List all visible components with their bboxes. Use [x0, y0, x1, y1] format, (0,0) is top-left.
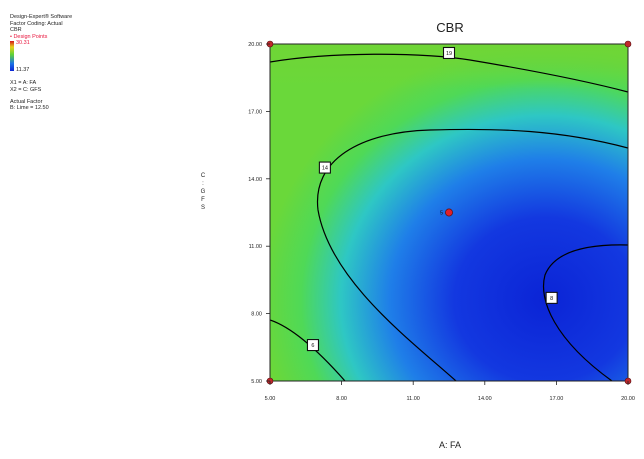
design-point-marker — [545, 291, 558, 304]
x-tick-label: 8.00 — [336, 396, 347, 402]
plot-frame — [269, 43, 629, 382]
contour-line-top — [270, 53, 628, 93]
colorbar-high-label: 30.31 — [16, 40, 30, 47]
chart-title: CBR — [436, 20, 464, 35]
y-axis-label-char: F — [201, 197, 205, 203]
legend-line-response: CBR — [10, 27, 22, 34]
design-point-label: 6 — [311, 343, 314, 349]
y-axis-label-char: : — [202, 181, 204, 187]
x-tick-label: 14.00 — [478, 396, 492, 402]
design-points: 19 14 8 6 5 — [306, 46, 558, 352]
center-point-marker — [445, 208, 453, 217]
y-tick-label: 14.00 — [248, 177, 262, 183]
design-point-marker — [442, 46, 456, 60]
y-tick-label: 8.00 — [251, 312, 262, 318]
y-axis-label-char: S — [200, 205, 205, 211]
y-tick-label: 5.00 — [251, 379, 262, 385]
x-tick-label: 17.00 — [550, 396, 564, 402]
design-point-label: 8 — [550, 296, 553, 302]
legend-design-points: • Design Points — [10, 33, 48, 40]
x-tick-label: 5.00 — [265, 396, 276, 402]
design-point-marker — [318, 161, 331, 174]
legend-actual-factor-value: B: Lime = 12.50 — [10, 105, 49, 112]
legend-actual-factor-title: Actual Factor — [10, 98, 43, 105]
colorbar: 30.31 11.37 — [10, 40, 120, 74]
legend-panel: Design-Expert® Software Factor Coding: A… — [10, 14, 120, 112]
contour-line-middle — [316, 128, 628, 381]
corner-point — [624, 40, 632, 48]
x-tick-label: 20.00 — [621, 396, 635, 402]
y-tick-label: 17.00 — [248, 109, 262, 115]
colorbar-low-label: 11.37 — [16, 67, 30, 74]
colorbar-gradient — [10, 41, 14, 72]
contour-line-inner — [542, 244, 628, 381]
x-tick-label: 11.00 — [407, 396, 420, 402]
legend-factor-x2: X2 = C: GFS — [10, 86, 42, 93]
design-point-label: 14 — [322, 166, 328, 172]
contour-field — [270, 44, 628, 381]
y-tick-label: 20.00 — [248, 42, 262, 48]
y-axis-label-char: C — [200, 173, 206, 179]
design-point-marker — [306, 339, 320, 352]
y-axis-label-char: G — [200, 189, 206, 195]
axis-ticks: 5.00 8.00 11.00 14.00 17.00 20.00 5.00 8.00 11.0… — [248, 42, 635, 402]
legend-line-software: Design-Expert® Software — [10, 14, 73, 20]
legend-factor-x1: X1 = A: FA — [10, 80, 37, 87]
design-point-label: 19 — [446, 51, 452, 57]
legend-line-coding: Factor Coding: Actual — [10, 20, 63, 27]
x-axis-label: A: FA — [438, 440, 461, 450]
center-point-label: 5 — [440, 211, 443, 217]
contour-line-lower-left — [270, 319, 346, 381]
y-tick-label: 11.00 — [249, 244, 262, 250]
